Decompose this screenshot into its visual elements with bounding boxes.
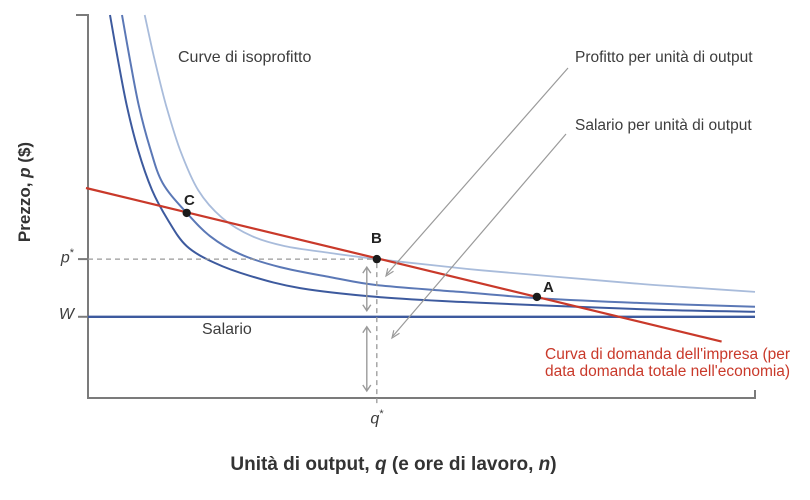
y-axis-title-var: p bbox=[15, 167, 34, 178]
wage-per-unit-arrow-up-arrowhead-icon bbox=[362, 325, 372, 334]
point-a-dot bbox=[532, 292, 542, 302]
wage-line-label: Salario bbox=[202, 321, 252, 338]
point-b-label: B bbox=[371, 230, 382, 247]
x-axis-title-var-q: q bbox=[374, 454, 387, 475]
w-var: W bbox=[58, 306, 74, 323]
q-star-sup: * bbox=[379, 408, 384, 420]
wage-per-unit-arrow bbox=[362, 325, 372, 393]
point-c-dot bbox=[182, 208, 191, 218]
wage-leader-line bbox=[392, 133, 567, 337]
annotation-leaders bbox=[385, 67, 569, 340]
axes bbox=[76, 14, 756, 399]
x-axis-title-close: ) bbox=[550, 454, 557, 475]
q-star-tick-label: q* bbox=[362, 408, 392, 428]
profit-per-unit-label: Profitto per unità di output bbox=[575, 49, 753, 66]
profit-per-unit-arrow-down-arrowhead-icon bbox=[362, 304, 372, 313]
demand-curve-caption-line2: data domanda totale nell'economia) bbox=[545, 363, 791, 381]
profit-per-unit-arrow-up-arrowhead-icon bbox=[362, 265, 372, 274]
point-b-dot bbox=[372, 254, 381, 264]
w-tick-label: W bbox=[40, 306, 74, 324]
profit-per-unit-arrow bbox=[362, 265, 372, 313]
p-star-var: p bbox=[60, 249, 70, 267]
q-star-var: q bbox=[370, 410, 380, 428]
isoprofit-curves-label: Curve di isoprofitto bbox=[178, 49, 312, 66]
x-axis-title-var-n: n bbox=[538, 454, 551, 475]
profit-leader-arrowhead-icon bbox=[385, 268, 394, 278]
series-0-curve bbox=[109, 14, 756, 313]
x-axis-title: Unità di output, q (e ore di lavoro, n) bbox=[60, 454, 727, 476]
y-axis-title-unit: ($) bbox=[15, 141, 34, 168]
wage-per-unit-arrow-down-arrowhead-icon bbox=[362, 384, 372, 393]
series-2-curve bbox=[143, 14, 756, 293]
y-axis-title: Prezzo, p ($) bbox=[15, 112, 35, 272]
chart-guides bbox=[78, 258, 378, 404]
profit-leader-line bbox=[386, 67, 569, 275]
point-a-label: A bbox=[543, 279, 554, 296]
x-axis-title-mid: (e ore di lavoro, bbox=[386, 454, 539, 475]
demand-curve-caption-line1: Curva di domanda dell'impresa (per bbox=[545, 346, 791, 363]
axis-lines bbox=[76, 14, 756, 399]
p-star-tick-label: p* bbox=[40, 247, 74, 267]
demand-curve-caption: Curva di domanda dell'impresa (per data … bbox=[545, 346, 790, 381]
point-c-label: C bbox=[184, 192, 195, 209]
series-4-curve bbox=[85, 186, 722, 343]
p-star-sup: * bbox=[69, 247, 74, 259]
chart-points bbox=[182, 208, 542, 302]
chart-series bbox=[85, 14, 756, 343]
x-axis-title-text: Unità di output, bbox=[230, 454, 375, 475]
y-axis-title-text: Prezzo, bbox=[15, 177, 34, 243]
wage-leader-arrowhead-icon bbox=[391, 330, 400, 340]
wage-per-unit-label: Salario per unità di output bbox=[575, 117, 752, 134]
